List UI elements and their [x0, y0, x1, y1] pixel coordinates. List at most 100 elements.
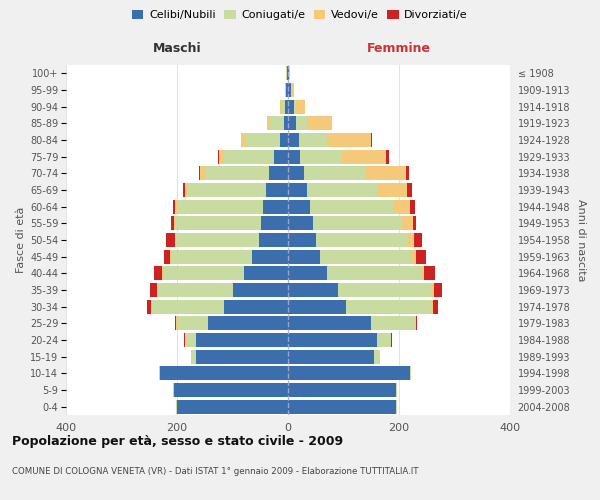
Y-axis label: Anni di nascita: Anni di nascita [576, 198, 586, 281]
Bar [296, 100, 305, 114]
Bar [288, 283, 338, 297]
Bar [396, 383, 397, 397]
Bar [292, 83, 293, 97]
Bar [182, 183, 185, 197]
Bar [338, 283, 432, 297]
Bar [280, 100, 281, 114]
Bar [199, 166, 200, 180]
Bar [172, 216, 174, 230]
Bar [208, 316, 288, 330]
Bar [269, 116, 284, 130]
Bar [327, 133, 371, 147]
Bar [205, 166, 269, 180]
Bar [269, 166, 288, 180]
Bar [307, 116, 332, 130]
Bar [288, 250, 320, 264]
Bar [288, 383, 396, 397]
Bar [396, 400, 397, 414]
Bar [158, 283, 233, 297]
Bar [175, 216, 262, 230]
Bar [291, 83, 292, 97]
Bar [241, 133, 247, 147]
Bar [434, 283, 442, 297]
Bar [152, 300, 224, 314]
Bar [432, 300, 433, 314]
Text: Popolazione per età, sesso e stato civile - 2009: Popolazione per età, sesso e stato civil… [12, 435, 343, 448]
Bar [377, 333, 391, 347]
Bar [164, 250, 170, 264]
Bar [154, 266, 162, 280]
Bar [288, 133, 299, 147]
Bar [285, 100, 288, 114]
Bar [288, 216, 313, 230]
Bar [224, 150, 274, 164]
Bar [374, 350, 380, 364]
Bar [424, 266, 435, 280]
Bar [421, 266, 424, 280]
Bar [177, 400, 288, 414]
Bar [391, 333, 392, 347]
Bar [266, 183, 288, 197]
Bar [377, 183, 407, 197]
Bar [174, 216, 175, 230]
Bar [196, 333, 288, 347]
Bar [288, 400, 396, 414]
Bar [320, 250, 412, 264]
Bar [185, 183, 188, 197]
Bar [296, 116, 307, 130]
Bar [162, 266, 163, 280]
Bar [285, 83, 286, 97]
Bar [410, 366, 411, 380]
Bar [287, 66, 288, 80]
Bar [170, 250, 172, 264]
Bar [151, 283, 157, 297]
Bar [371, 133, 373, 147]
Bar [184, 333, 185, 347]
Bar [244, 266, 288, 280]
Bar [174, 383, 288, 397]
Bar [432, 283, 434, 297]
Bar [407, 233, 414, 247]
Bar [267, 116, 269, 130]
Bar [188, 183, 266, 197]
Y-axis label: Fasce di età: Fasce di età [16, 207, 26, 273]
Bar [274, 150, 288, 164]
Bar [177, 200, 263, 214]
Bar [288, 333, 377, 347]
Bar [371, 316, 416, 330]
Bar [386, 150, 389, 164]
Bar [288, 83, 291, 97]
Legend: Celibi/Nubili, Coniugati/e, Vedovi/e, Divorziati/e: Celibi/Nubili, Coniugati/e, Vedovi/e, Di… [128, 6, 472, 25]
Bar [175, 316, 176, 330]
Bar [163, 266, 244, 280]
Bar [406, 166, 409, 180]
Bar [288, 316, 371, 330]
Bar [342, 150, 386, 164]
Bar [159, 366, 160, 380]
Bar [176, 233, 259, 247]
Bar [307, 183, 377, 197]
Bar [166, 233, 175, 247]
Bar [280, 133, 288, 147]
Bar [233, 283, 288, 297]
Bar [288, 300, 346, 314]
Bar [416, 316, 418, 330]
Bar [288, 116, 296, 130]
Bar [288, 66, 289, 80]
Bar [259, 233, 288, 247]
Bar [310, 200, 394, 214]
Bar [394, 200, 410, 214]
Bar [410, 200, 415, 214]
Bar [288, 350, 374, 364]
Bar [247, 133, 280, 147]
Bar [147, 300, 151, 314]
Bar [300, 150, 342, 164]
Bar [316, 233, 407, 247]
Bar [224, 300, 288, 314]
Bar [413, 216, 416, 230]
Bar [288, 266, 327, 280]
Bar [177, 316, 208, 330]
Bar [262, 216, 288, 230]
Bar [176, 400, 177, 414]
Bar [288, 200, 310, 214]
